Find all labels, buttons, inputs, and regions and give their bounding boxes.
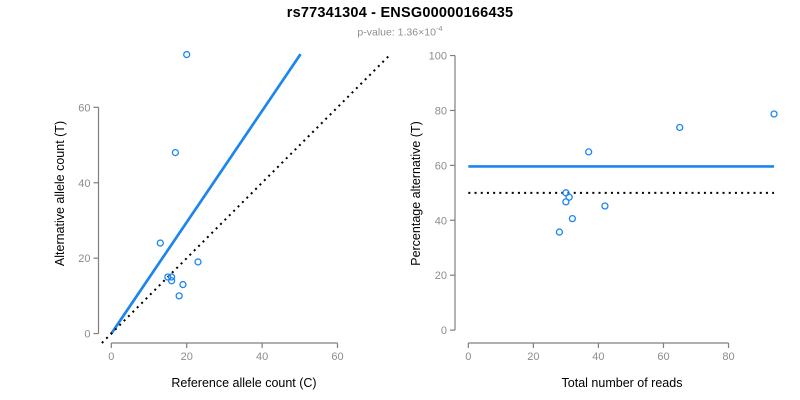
y-tick-label: 80 xyxy=(435,105,447,117)
data-point xyxy=(676,123,684,132)
y-tick-label: 0 xyxy=(441,325,447,337)
y-tick-label: 100 xyxy=(429,51,447,63)
data-point xyxy=(555,228,564,236)
data-point xyxy=(164,273,172,281)
data-point xyxy=(565,193,573,201)
x-tick-label: 80 xyxy=(722,351,734,363)
y-tick-label: 60 xyxy=(78,102,90,114)
data-point xyxy=(568,214,577,223)
pvalue-text: p-value: 1.36×10 xyxy=(357,26,436,39)
y-axis-title: Alternative allele count (T) xyxy=(53,121,67,266)
y-axis-title: Percentage alternative (T) xyxy=(409,121,423,266)
data-point xyxy=(156,239,164,247)
y-tick-label: 40 xyxy=(78,178,90,190)
data-point xyxy=(601,202,609,210)
fitted-ratio-line xyxy=(110,53,302,335)
x-axis-title: Total number of reads xyxy=(562,376,683,390)
data-point xyxy=(167,273,176,281)
plot-subtitle: p-value: 1.36×10-4 xyxy=(0,24,800,39)
x-tick-label: 60 xyxy=(657,351,669,363)
x-tick-label: 40 xyxy=(592,351,604,363)
x-axis-title: Reference allele count (C) xyxy=(171,376,316,390)
data-point xyxy=(171,148,180,157)
x-tick-label: 0 xyxy=(108,351,114,363)
data-point xyxy=(562,198,570,206)
x-tick-label: 20 xyxy=(527,351,539,363)
x-tick-label: 20 xyxy=(181,351,193,363)
data-point xyxy=(167,277,176,285)
y-tick-label: 60 xyxy=(435,160,447,172)
data-point xyxy=(194,258,202,266)
data-point xyxy=(179,280,187,289)
y-tick-label: 40 xyxy=(435,215,447,227)
y-tick-label: 20 xyxy=(78,253,90,265)
pvalue-exponent: -4 xyxy=(435,24,443,33)
identity-line xyxy=(101,54,391,344)
x-tick-label: 60 xyxy=(331,351,343,363)
data-point xyxy=(585,148,593,156)
data-point xyxy=(770,110,778,118)
data-point xyxy=(183,50,191,59)
y-tick-label: 0 xyxy=(84,329,90,341)
x-tick-label: 0 xyxy=(465,351,471,363)
y-tick-label: 20 xyxy=(435,270,447,282)
data-point xyxy=(175,292,183,300)
x-tick-label: 40 xyxy=(256,351,268,363)
plot-title: rs77341304 - ENSG00000166435 xyxy=(286,5,514,21)
